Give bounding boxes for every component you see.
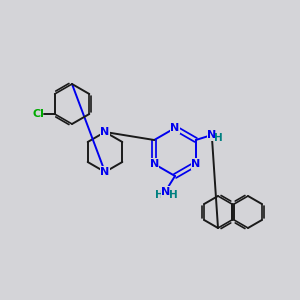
Text: N: N	[207, 130, 216, 140]
Text: N: N	[100, 127, 109, 137]
Text: H: H	[154, 190, 164, 200]
Text: H: H	[169, 190, 177, 200]
Text: N: N	[161, 187, 171, 197]
Text: N: N	[150, 159, 159, 169]
Text: N: N	[170, 123, 180, 133]
Text: H: H	[214, 133, 223, 143]
Text: N: N	[100, 167, 109, 177]
Text: Cl: Cl	[33, 109, 45, 119]
Text: N: N	[191, 159, 200, 169]
